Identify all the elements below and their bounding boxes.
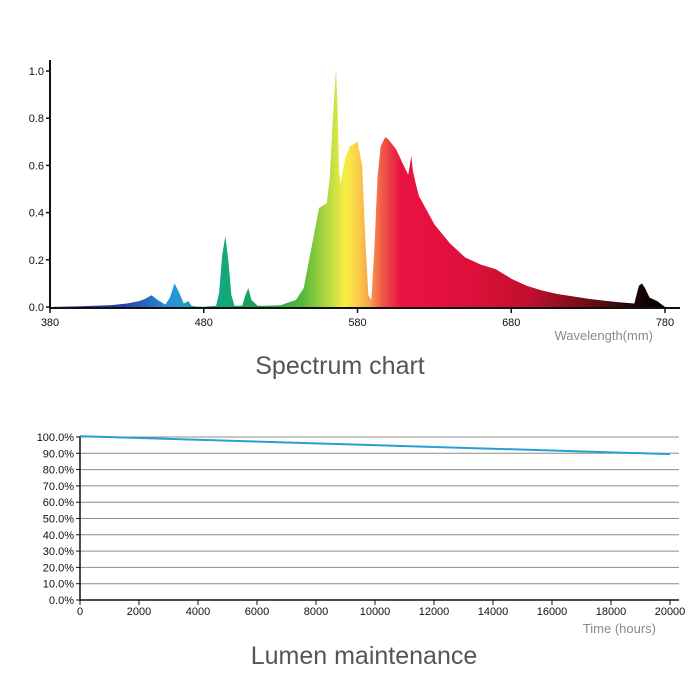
spectrum-x-tick-label: 680 [502,317,520,329]
lumen-y-tick-label: 40.0% [43,530,74,542]
lumen-x-tick-label: 4000 [186,606,210,618]
spectrum-y-tick-label: 0.8 [29,113,44,125]
lumen-x-tick-label: 16000 [537,606,568,618]
lumen-lines [79,435,671,456]
lumen-y-tick-label: 30.0% [43,546,74,558]
spectrum-x-axis-label: Wavelength(mm) [555,328,653,343]
lumen-series-line-0 [79,435,671,456]
lumen-y-tick-label: 90.0% [43,448,74,460]
lumen-x-axis-label: Time (hours) [583,621,656,636]
lumen-x-tick-label: 14000 [478,606,509,618]
spectrum-chart-title: Spectrum chart [255,352,425,380]
lumen-y-tick-label: 50.0% [43,514,74,526]
spectrum-x-tick-label: 380 [41,317,59,329]
lumen-x-tick-label: 10000 [360,606,391,618]
lumen-x-tick-label: 8000 [304,606,328,618]
spectrum-x-ticks: 380 480 580 680 780 [41,308,674,329]
lumen-x-tick-label: 0 [77,606,83,618]
lumen-y-tick-label: 20.0% [43,562,74,574]
spectrum-x-tick-label: 580 [348,317,366,329]
lumen-x-tick-label: 18000 [596,606,627,618]
spectrum-y-tick-label: 0.6 [29,160,44,172]
spectrum-y-tick-label: 1.0 [29,66,44,78]
spectrum-y-ticks: 0.0 0.2 0.4 0.6 0.8 1.0 [29,66,50,314]
lumen-y-ticks: 0.0% 10.0% 20.0% 30.0% 40.0% 50.0% 60.0% 70.0% 8… [37,432,80,607]
lumen-x-tick-label: 12000 [419,606,450,618]
spectrum-y-tick-label: 0.4 [29,208,44,220]
lumen-gridlines [80,436,679,585]
lumen-y-tick-label: 80.0% [43,465,74,477]
lumen-y-tick-label: 100.0% [37,432,75,444]
spectrum-x-tick-label: 780 [656,317,674,329]
lumen-x-tick-label: 2000 [127,606,151,618]
lumen-y-tick-label: 60.0% [43,497,74,509]
lumen-chart: 0.0% 10.0% 20.0% 30.0% 40.0% 50.0% 60.0% 70.0% 8… [37,432,686,670]
lumen-x-ticks: 0 2000 4000 6000 8000 10000 12000 14000 16000 180… [77,600,685,618]
lumen-chart-title: Lumen maintenance [251,642,478,670]
spectrum-x-tick-label: 480 [195,317,213,329]
spectrum-y-tick-label: 0.0 [29,302,44,314]
lumen-x-tick-label: 6000 [245,606,269,618]
lumen-y-tick-label: 70.0% [43,481,74,493]
lumen-y-tick-label: 0.0% [49,595,74,607]
lumen-y-tick-label: 10.0% [43,579,74,591]
spectrum-area-layer [50,68,665,307]
spectrum-area-series-0 [50,68,665,307]
lumen-x-tick-label: 20000 [655,606,686,618]
spectrum-chart: 0.0 0.2 0.4 0.6 0.8 1.0 380 480 580 680 780 Wavel… [29,60,680,380]
spectrum-y-tick-label: 0.2 [29,255,44,267]
